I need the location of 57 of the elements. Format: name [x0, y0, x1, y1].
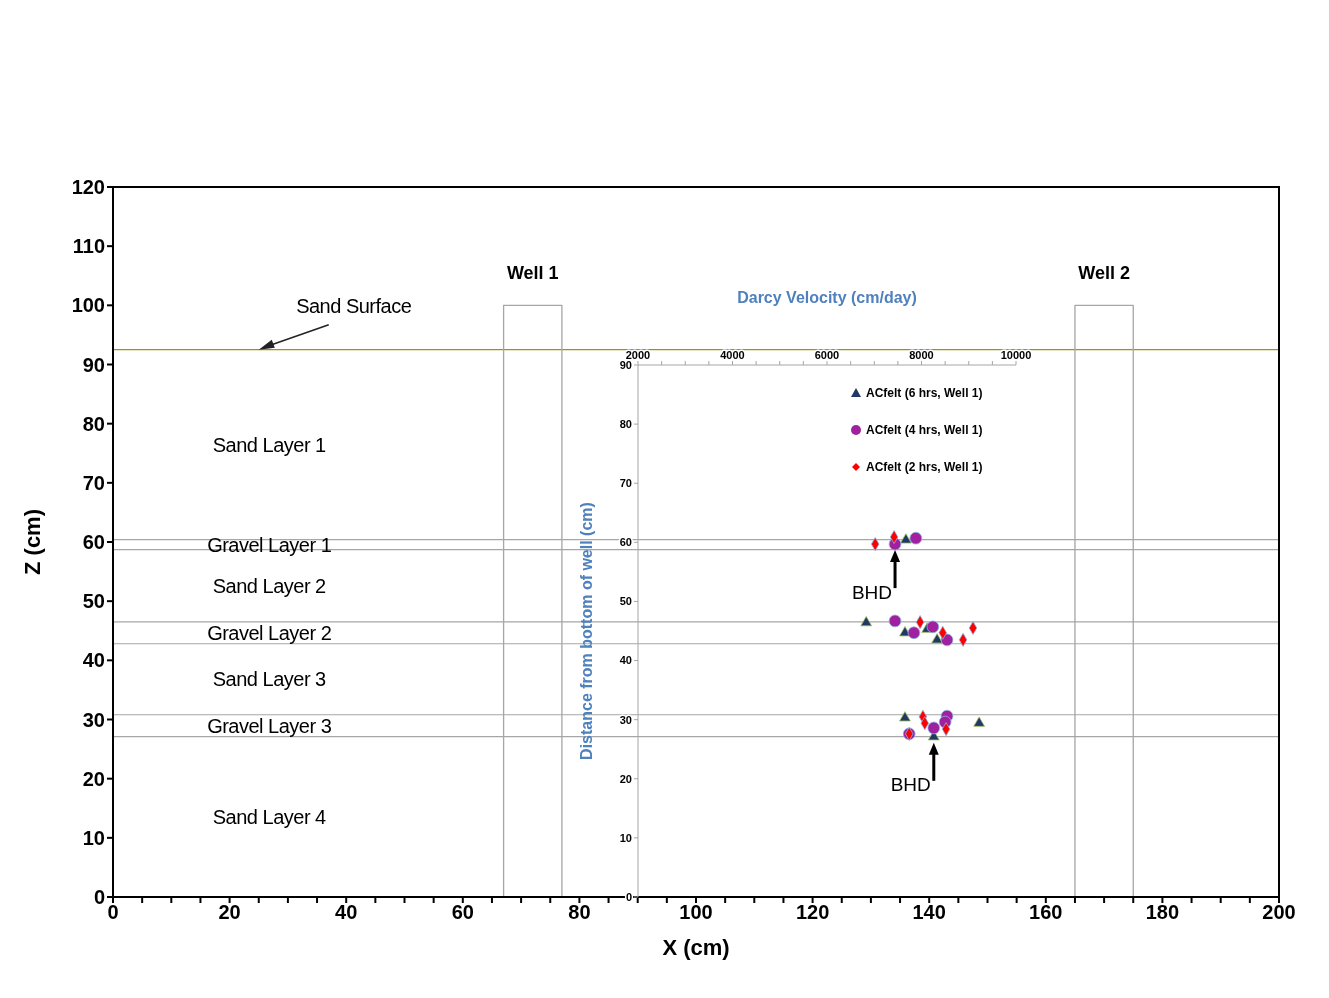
x-tick-label: 80 [568, 901, 591, 924]
x-tick-label: 10000 [1000, 349, 1032, 361]
y-tick-label: 90 [619, 358, 632, 371]
y-axis-title: Distance from bottom of well (cm) [577, 502, 595, 760]
annotation: Sand Layer 1 [212, 433, 327, 456]
legend-label: ACfelt (2 hrs, Well 1) [866, 460, 983, 474]
x-tick-label: 6000 [814, 349, 840, 361]
x-tick-label: 160 [1029, 901, 1063, 924]
x-tick-label: 60 [451, 901, 474, 924]
y-tick-label: 120 [71, 176, 105, 199]
y-tick-label: 60 [619, 536, 632, 549]
y-tick-label: 70 [619, 477, 632, 490]
x-tick-label: 20 [218, 901, 241, 924]
series-label: Well 1 [506, 263, 559, 284]
y-tick-label: 20 [619, 772, 632, 785]
y-tick-label: 10 [82, 826, 105, 849]
y-tick-label: 100 [71, 294, 105, 317]
y-tick-label: 50 [619, 595, 632, 608]
x-axis-title: Darcy Velocity (cm/day) [737, 289, 917, 306]
y-tick-label: 30 [82, 708, 105, 731]
y-tick-label: 30 [619, 713, 632, 726]
x-tick-label: 0 [107, 901, 119, 924]
x-tick-label: 4000 [720, 349, 745, 361]
x-tick-label: 100 [679, 901, 713, 924]
annotation: Gravel Layer 1 [207, 533, 332, 556]
y-tick-label: 60 [82, 531, 105, 554]
x-tick-label: 8000 [909, 349, 934, 361]
annotation: BHD [890, 774, 931, 796]
y-tick-label: 110 [72, 235, 105, 258]
series-label: Well 2 [1078, 263, 1130, 284]
x-axis-title: X (cm) [662, 935, 730, 960]
annotation: Gravel Layer 3 [207, 714, 332, 737]
annotation: Sand Layer 2 [212, 574, 327, 597]
y-axis-title: Z (cm) [19, 509, 45, 575]
ref-line-label: Sand Surface [296, 294, 412, 317]
y-tick-label: 40 [619, 654, 632, 667]
y-tick-label: 90 [82, 353, 105, 376]
annotation: Gravel Layer 2 [207, 621, 332, 644]
y-tick-label: 10 [619, 831, 632, 844]
y-tick-label: 40 [82, 649, 105, 672]
legend-label: ACfelt (6 hrs, Well 1) [866, 386, 983, 400]
y-tick-label: 0 [93, 886, 105, 909]
x-tick-label: 180 [1145, 901, 1180, 924]
x-tick-label: 2000 [625, 349, 651, 361]
x-tick-label: 40 [335, 901, 358, 924]
y-tick-label: 80 [82, 412, 105, 435]
x-tick-label: 200 [1262, 901, 1296, 924]
y-tick-label: 50 [82, 590, 105, 613]
y-tick-label: 20 [82, 767, 105, 790]
annotation: Sand Layer 4 [212, 805, 327, 828]
x-tick-label: 140 [912, 901, 946, 924]
y-tick-label: 80 [619, 418, 632, 431]
annotation: BHD [851, 581, 893, 603]
y-tick-label: 70 [82, 471, 105, 494]
legend-label: ACfelt (4 hrs, Well 1) [866, 423, 983, 437]
annotation: Sand Layer 3 [212, 668, 327, 691]
x-tick-label: 120 [795, 901, 830, 924]
